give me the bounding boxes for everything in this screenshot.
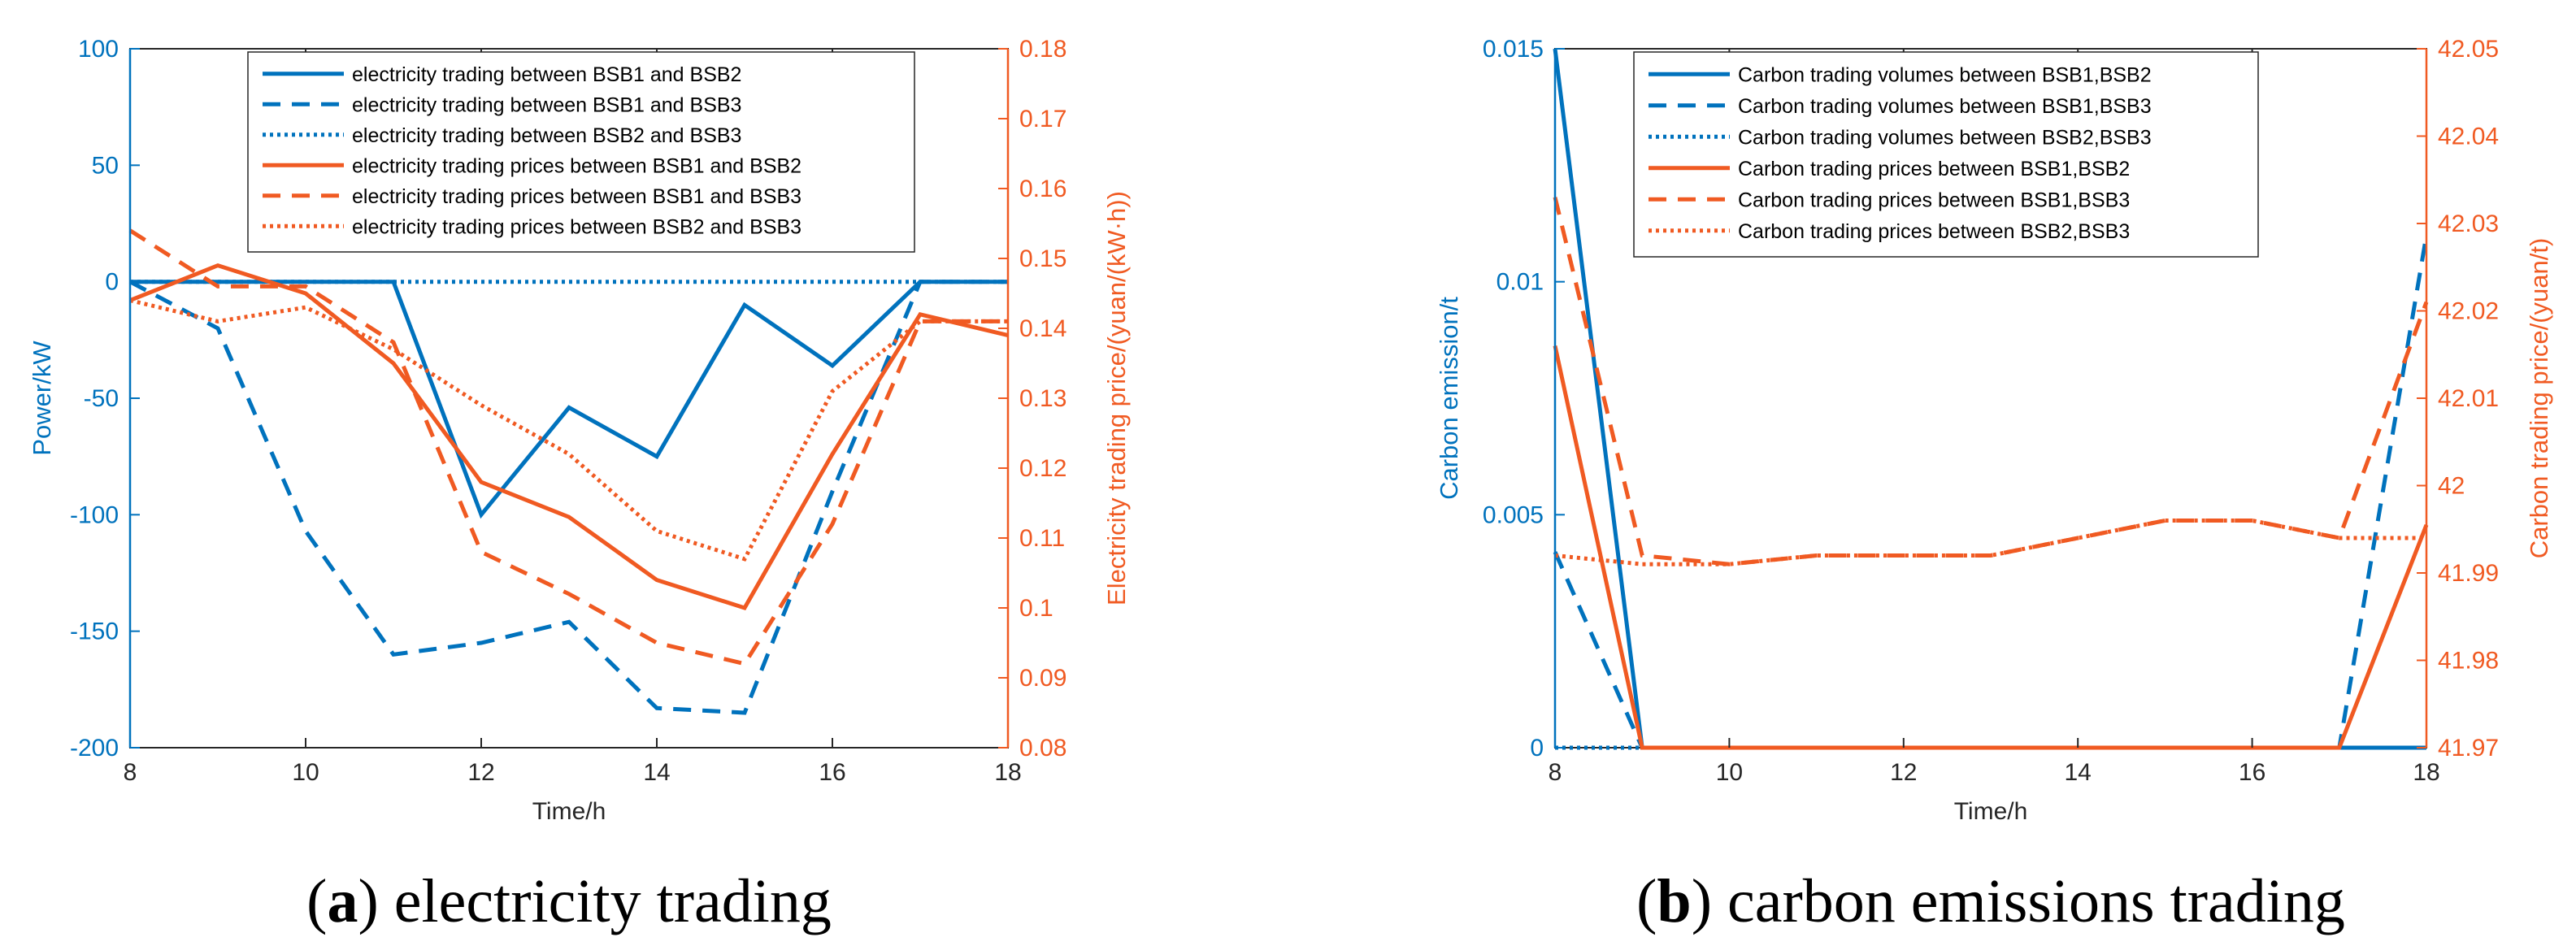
panel-a-right-tick-label: 0.15 <box>1019 245 1066 272</box>
panel-a-left-axis-label: Power/kW <box>28 341 56 456</box>
panel-b-left-tick-label: 0.005 <box>1483 501 1544 528</box>
panel-b-legend-label-5: Carbon trading prices between BSB1,BSB3 <box>1738 189 2130 211</box>
panel-b-right-tick-label: 42.05 <box>2438 36 2499 63</box>
panel-a-left-tick-label: 100 <box>78 36 119 63</box>
panel-a-legend-label-5: electricity trading prices between BSB1 … <box>352 185 801 208</box>
panel-a-left-tick-label: 0 <box>105 269 119 296</box>
panel-a-right-tick-label: 0.18 <box>1019 36 1066 63</box>
panel-a-series-group <box>128 228 1009 715</box>
panel-a-axes: 8 10 12 14 16 18 -200 -150 -100 -50 0 50 100 0.08 0.09… <box>70 36 1066 786</box>
panel-b-right-tick-label: 41.98 <box>2438 648 2499 675</box>
panel-b-left-tick-label: 0.01 <box>1497 269 1544 296</box>
panel-a-x-tick-label: 14 <box>643 759 670 786</box>
panel-a-legend: electricity trading between BSB1 and BSB… <box>247 51 915 253</box>
panel-b-right-tick-label: 42 <box>2438 473 2465 500</box>
panel-b-left-tick-label: 0 <box>1530 735 1544 762</box>
panel-a-caption-text: electricity trading <box>394 867 832 935</box>
panel-b-caption-text: carbon emissions trading <box>1727 867 2345 935</box>
panel-b-legend-label-4: Carbon trading prices between BSB1,BSB2 <box>1738 158 2130 180</box>
panel-a-right-tick-label: 0.13 <box>1019 385 1066 412</box>
panel-b-carbon-trading: 8 10 12 14 16 18 0 0.005 0.01 0.015 41.97 41.98 41.9… <box>1435 36 2553 935</box>
panel-b-series-group <box>1553 48 2429 750</box>
panel-a-left-tick-label: -200 <box>70 735 119 762</box>
panel-b-right-tick-label: 41.97 <box>2438 735 2499 762</box>
panel-a-right-tick-label: 0.1 <box>1019 595 1053 622</box>
panel-a-right-tick-label: 0.08 <box>1019 735 1066 762</box>
panel-b-legend-label-6: Carbon trading prices between BSB2,BSB3 <box>1738 220 2130 243</box>
panel-a-legend-label-6: electricity trading prices between BSB2 … <box>352 215 801 238</box>
panel-b-legend-label-1: Carbon trading volumes between BSB1,BSB2 <box>1738 63 2152 86</box>
panel-a-series-6 <box>129 298 1008 562</box>
panel-b-series-5 <box>1553 197 2429 566</box>
panel-b-x-tick-label: 10 <box>1716 759 1743 786</box>
panel-b-legend-label-2: Carbon trading volumes between BSB1,BSB3 <box>1738 95 2152 118</box>
panel-b-x-tick-label: 12 <box>1890 759 1917 786</box>
panel-a-legend-label-2: electricity trading between BSB1 and BSB… <box>352 93 741 116</box>
panel-b-x-tick-label: 18 <box>2413 759 2439 786</box>
panel-b-legend-label-3: Carbon trading volumes between BSB2,BSB3 <box>1738 126 2152 149</box>
panel-b-right-axis-label: Carbon trading price/(yuan/t) <box>2525 238 2553 559</box>
panel-a-x-label: Time/h <box>532 798 606 825</box>
panel-a-x-tick-label: 16 <box>819 759 845 786</box>
panel-a-right-tick-label: 0.09 <box>1019 665 1066 692</box>
panel-a-caption-letter: a <box>327 867 358 935</box>
panel-b-x-tick-label: 14 <box>2065 759 2092 786</box>
panel-a-x-tick-label: 10 <box>292 759 319 786</box>
panel-b-x-label: Time/h <box>1954 798 2028 825</box>
panel-b-right-tick-label: 42.02 <box>2438 298 2499 325</box>
panel-a-series-5 <box>128 228 1008 666</box>
panel-b-left-axis-label: Carbon emission/t <box>1435 297 1463 500</box>
panel-b-caption: (b) carbon emissions trading <box>1636 867 2345 935</box>
panel-a-electricity-trading: 8 10 12 14 16 18 -200 -150 -100 -50 0 50 100 0.08 0.09… <box>28 36 1131 935</box>
panel-a-right-tick-label: 0.17 <box>1019 106 1066 132</box>
panel-a-left-tick-label: -100 <box>70 501 119 528</box>
panel-b-right-tick-label: 42.04 <box>2438 124 2499 150</box>
panel-a-x-tick-label: 12 <box>467 759 494 786</box>
panel-b-right-tick-label: 41.99 <box>2438 560 2499 587</box>
panel-a-right-tick-label: 0.11 <box>1019 525 1065 552</box>
panel-b-x-tick-label: 16 <box>2239 759 2265 786</box>
panel-b-x-tick-label: 8 <box>1549 759 1562 786</box>
panel-a-series-2 <box>128 280 1008 715</box>
panel-a-legend-label-3: electricity trading between BSB2 and BSB… <box>352 124 741 147</box>
panel-a-legend-label-4: electricity trading prices between BSB1 … <box>352 154 801 177</box>
panel-a-right-axis-label: Electricity trading price/(yuan/(kW·h)) <box>1102 191 1131 605</box>
panel-b-series-4 <box>1553 345 2429 750</box>
panel-b-right-tick-label: 42.03 <box>2438 210 2499 237</box>
panel-a-x-tick-label: 18 <box>994 759 1021 786</box>
panel-b-legend: Carbon trading volumes between BSB1,BSB2… <box>1633 51 2259 258</box>
panel-a-legend-box <box>247 51 915 253</box>
panel-a-series-4 <box>129 263 1009 610</box>
panel-a-left-tick-label: -50 <box>84 385 119 412</box>
panel-b-caption-letter: b <box>1657 867 1691 935</box>
panel-a-caption: (a) electricity trading <box>306 867 832 935</box>
panel-a-right-tick-label: 0.12 <box>1019 455 1066 482</box>
panel-b-axes: 8 10 12 14 16 18 0 0.005 0.01 0.015 41.97 41.98 41.9… <box>1483 36 2499 786</box>
panel-a-right-tick-label: 0.16 <box>1019 176 1066 202</box>
panel-a-left-tick-label: -150 <box>70 618 119 645</box>
panel-b-left-tick-label: 0.015 <box>1483 36 1544 63</box>
panel-a-left-tick-label: 50 <box>92 152 119 179</box>
panel-b-right-tick-label: 42.01 <box>2438 385 2499 412</box>
panel-b-legend-box <box>1633 51 2259 258</box>
panel-a-x-tick-label: 8 <box>124 759 137 786</box>
panel-a-right-tick-label: 0.14 <box>1019 315 1066 342</box>
panel-a-legend-label-1: electricity trading between BSB1 and BSB… <box>352 63 741 86</box>
